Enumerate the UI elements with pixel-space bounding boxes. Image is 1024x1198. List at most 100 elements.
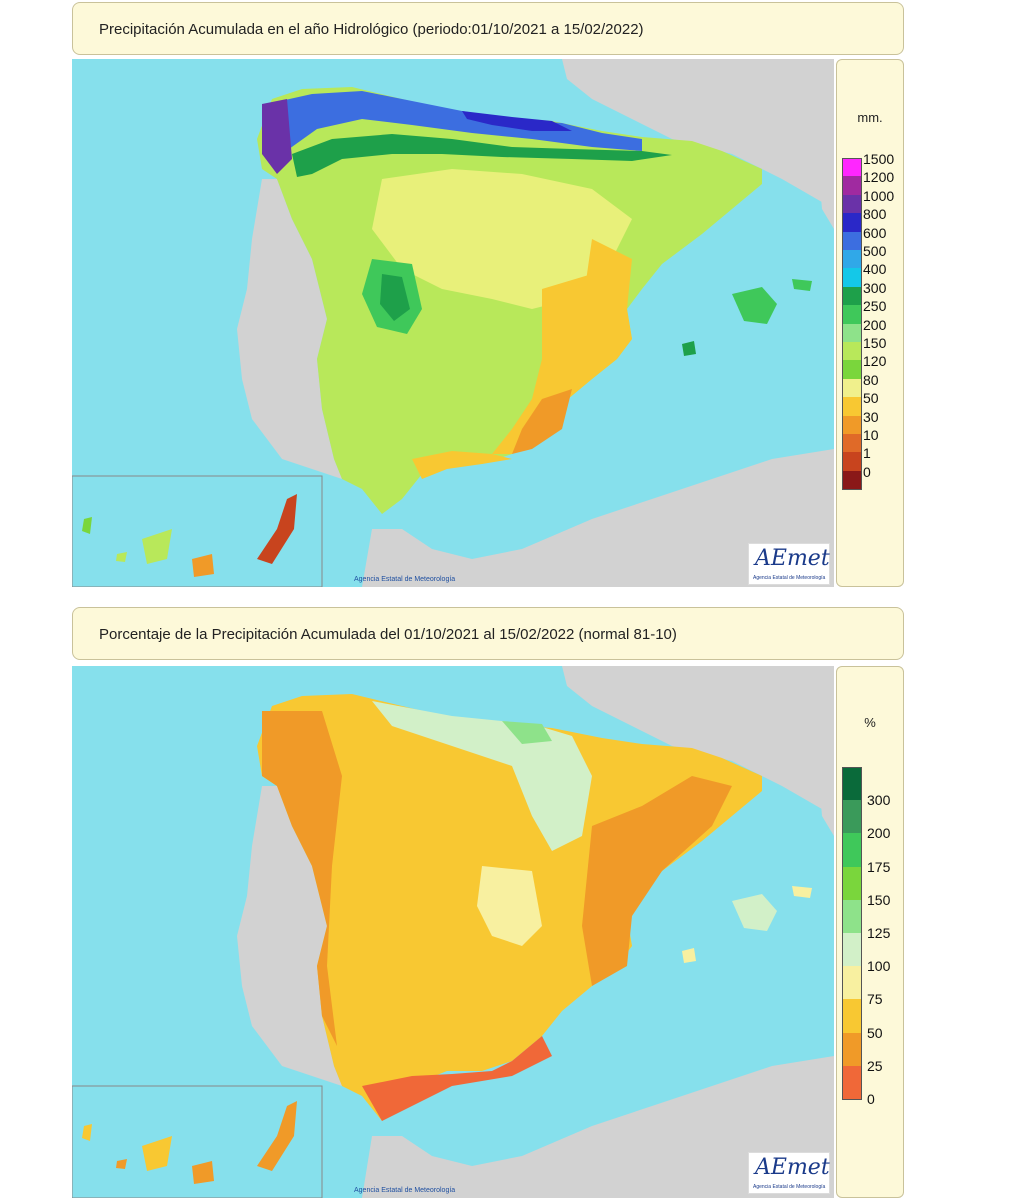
- legend-label: 1200: [863, 169, 895, 186]
- ibiza-island: [682, 341, 696, 356]
- legend-label: 1: [863, 445, 871, 462]
- mallorca-island: [732, 894, 777, 931]
- legend-label: 400: [863, 261, 887, 278]
- legend: % 300 200 175 150 125 100 75 50 25 0: [836, 666, 904, 1198]
- map-canvas: [72, 666, 834, 1198]
- gran-canaria-island: [192, 554, 214, 577]
- logo-text: AEmet: [755, 546, 830, 571]
- legend-swatch: [842, 452, 862, 471]
- corsica-landmass: [817, 746, 834, 836]
- legend-swatch: [842, 378, 862, 398]
- precipitation-panel: Precipitación Acumulada en el año Hidrol…: [72, 2, 906, 587]
- logo-text: AEmet: [755, 1155, 830, 1180]
- legend-label: 300: [863, 279, 887, 296]
- gredos-dark-zone: [380, 274, 410, 321]
- legend-label: 200: [863, 316, 887, 333]
- legend-swatch: [842, 899, 862, 933]
- legend-label: 1500: [863, 151, 895, 167]
- north-coast-purple-zone: [462, 111, 572, 131]
- legend-label: 200: [867, 825, 891, 842]
- legend-swatch: [842, 305, 862, 324]
- gomera-island: [116, 1159, 127, 1169]
- panel-title: Porcentaje de la Precipitación Acumulada…: [99, 626, 677, 643]
- legend-label: 120: [863, 353, 887, 370]
- legend-label: 1000: [863, 187, 895, 204]
- percentage-panel: Porcentaje de la Precipitación Acumulada…: [72, 607, 906, 1198]
- legend-swatch: [842, 833, 862, 867]
- africa-landmass: [362, 449, 834, 587]
- north-coast-blue-zone: [267, 91, 642, 154]
- tenerife-island: [142, 1136, 172, 1171]
- legend-label: 300: [867, 792, 891, 809]
- legend-swatch: [842, 268, 862, 287]
- menorca-island: [792, 886, 812, 898]
- legend-swatch: [842, 866, 862, 900]
- southeast-red-zone: [512, 389, 572, 454]
- galicia-blue-zone: [262, 99, 292, 174]
- north-green-zone: [502, 721, 552, 744]
- la-palma-island: [82, 1124, 92, 1141]
- south-red-zone: [362, 1036, 552, 1121]
- gomera-island: [116, 552, 127, 562]
- legend-swatch: [842, 176, 862, 195]
- legend-label: 50: [863, 390, 879, 407]
- legend-label: 125: [867, 925, 891, 941]
- legend-swatch: [842, 286, 862, 306]
- legend-swatch: [842, 415, 862, 434]
- logo-subtext: Agencia Estatal de Meteorología: [753, 575, 826, 581]
- precipitation-map: Agencia Estatal de Meteorología AEmet Ag…: [72, 59, 834, 587]
- france-landmass: [562, 666, 834, 816]
- legend-label: 175: [867, 858, 891, 875]
- legend-swatch: [842, 470, 862, 491]
- legend-swatch: [842, 434, 862, 453]
- legend-label: 250: [863, 298, 887, 315]
- legend-unit: %: [864, 715, 876, 730]
- gran-canaria-island: [192, 1161, 214, 1184]
- legend-swatch: [842, 342, 862, 361]
- menorca-island: [792, 279, 812, 291]
- portugal-landmass: [237, 179, 342, 479]
- legend-swatch: [842, 158, 862, 178]
- legend-swatch: [842, 767, 862, 802]
- legend-swatch: [842, 1065, 862, 1100]
- legend-unit: mm.: [857, 110, 883, 125]
- legend: mm. 1500 1200 1000 800 600 500 400 300 250 200 150…: [836, 59, 904, 587]
- percentage-map: Agencia Estatal de Meteorología AEmet Ag…: [72, 666, 834, 1198]
- legend-label: 10: [863, 427, 879, 443]
- legend-swatch: [842, 213, 862, 232]
- legend-swatch: [842, 231, 862, 250]
- map-credit: Agencia Estatal de Meteorología: [354, 576, 456, 583]
- mallorca-island: [732, 287, 777, 324]
- legend-swatch: [842, 999, 862, 1033]
- title-bar: Porcentaje de la Precipitación Acumulada…: [72, 607, 904, 660]
- south-orange-zone: [412, 451, 512, 479]
- east-orange-zone: [582, 776, 732, 986]
- west-orange-zone: [262, 711, 342, 1046]
- legend-label: 0: [867, 1091, 875, 1107]
- map-credit: Agencia Estatal de Meteorología: [354, 1187, 456, 1194]
- africa-landmass: [362, 1056, 834, 1198]
- corsica-landmass: [817, 139, 834, 229]
- title-bar: Precipitación Acumulada en el año Hidrol…: [72, 2, 904, 55]
- legend-label: 800: [863, 206, 887, 223]
- la-palma-island: [82, 517, 92, 534]
- aemet-logo: AEmet Agencia Estatal de Meteorología: [748, 1152, 830, 1194]
- legend-label: 0: [863, 463, 871, 480]
- legend-swatch: [842, 397, 862, 416]
- legend-label: 50: [867, 1024, 883, 1041]
- portugal-landmass: [237, 786, 342, 1086]
- legend-swatch: [842, 360, 862, 379]
- legend-swatch: [842, 800, 862, 834]
- central-yellow-zone: [372, 169, 632, 309]
- legend-label: 25: [867, 1057, 883, 1074]
- logo-subtext: Agencia Estatal de Meteorología: [753, 1184, 826, 1190]
- ibiza-island: [682, 948, 696, 963]
- legend-swatch: [842, 1032, 862, 1066]
- legend-swatch: [842, 194, 862, 214]
- valencia-coast-zone: [582, 239, 632, 329]
- lanzarote-fuerteventura: [257, 494, 297, 564]
- france-landmass: [562, 59, 834, 209]
- panel-title: Precipitación Acumulada en el año Hidrol…: [99, 21, 644, 38]
- legend-swatch: [842, 966, 862, 1000]
- legend-label: 75: [867, 991, 883, 1008]
